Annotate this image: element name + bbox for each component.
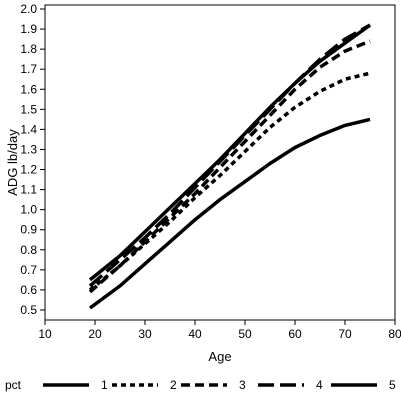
x-axis-title: Age [208,349,231,364]
series-lines [88,23,372,310]
series-line-1 [88,117,371,310]
x-tick-label: 70 [338,327,352,341]
x-tick-label: 80 [388,327,401,341]
y-tick-label: 1.9 [20,22,37,36]
y-tick-label: 2.0 [20,2,37,16]
legend-label-1: 1 [101,378,108,392]
y-tick-label: 1.7 [20,62,37,76]
x-tick-label: 20 [88,327,102,341]
x-tick-label: 10 [38,327,52,341]
y-tick-label: 1.6 [20,82,37,96]
x-tick-label: 30 [138,327,152,341]
y-tick-label: 0.6 [20,283,37,297]
legend-label-4: 4 [316,378,323,392]
y-tick-label: 1.3 [20,142,37,156]
legend: pct 1 2 3 4 5 [5,378,396,392]
series-line-3 [88,39,371,294]
y-tick-label: 1.5 [20,102,37,116]
y-tick-label: 1.1 [20,183,37,197]
legend-label-3: 3 [239,378,246,392]
y-tick-label: 1.8 [20,42,37,56]
legend-title: pct [5,378,22,392]
x-tick-label: 40 [188,327,202,341]
legend-label-2: 2 [170,378,177,392]
axes: 10 20 30 40 50 60 70 80 0.5 0.6 0.7 0.8 0.9 1.0 1.1 1.2… [5,2,401,364]
series-line-5 [88,23,372,282]
series-line-4 [88,23,371,288]
y-tick-label: 0.8 [20,243,37,257]
plot-frame [44,4,396,321]
x-tick-label: 60 [288,327,302,341]
y-tick-label: 1.2 [20,163,37,177]
x-tick-label: 50 [238,327,252,341]
y-tick-label: 0.9 [20,223,37,237]
series-line-2 [88,71,371,292]
y-axis-title: ADG lb/day [5,129,20,196]
legend-label-5: 5 [389,378,396,392]
y-tick-label: 0.7 [20,263,37,277]
y-tick-label: 1.4 [20,122,37,136]
y-tick-label: 1.0 [20,203,37,217]
y-tick-label: 0.5 [20,303,37,317]
